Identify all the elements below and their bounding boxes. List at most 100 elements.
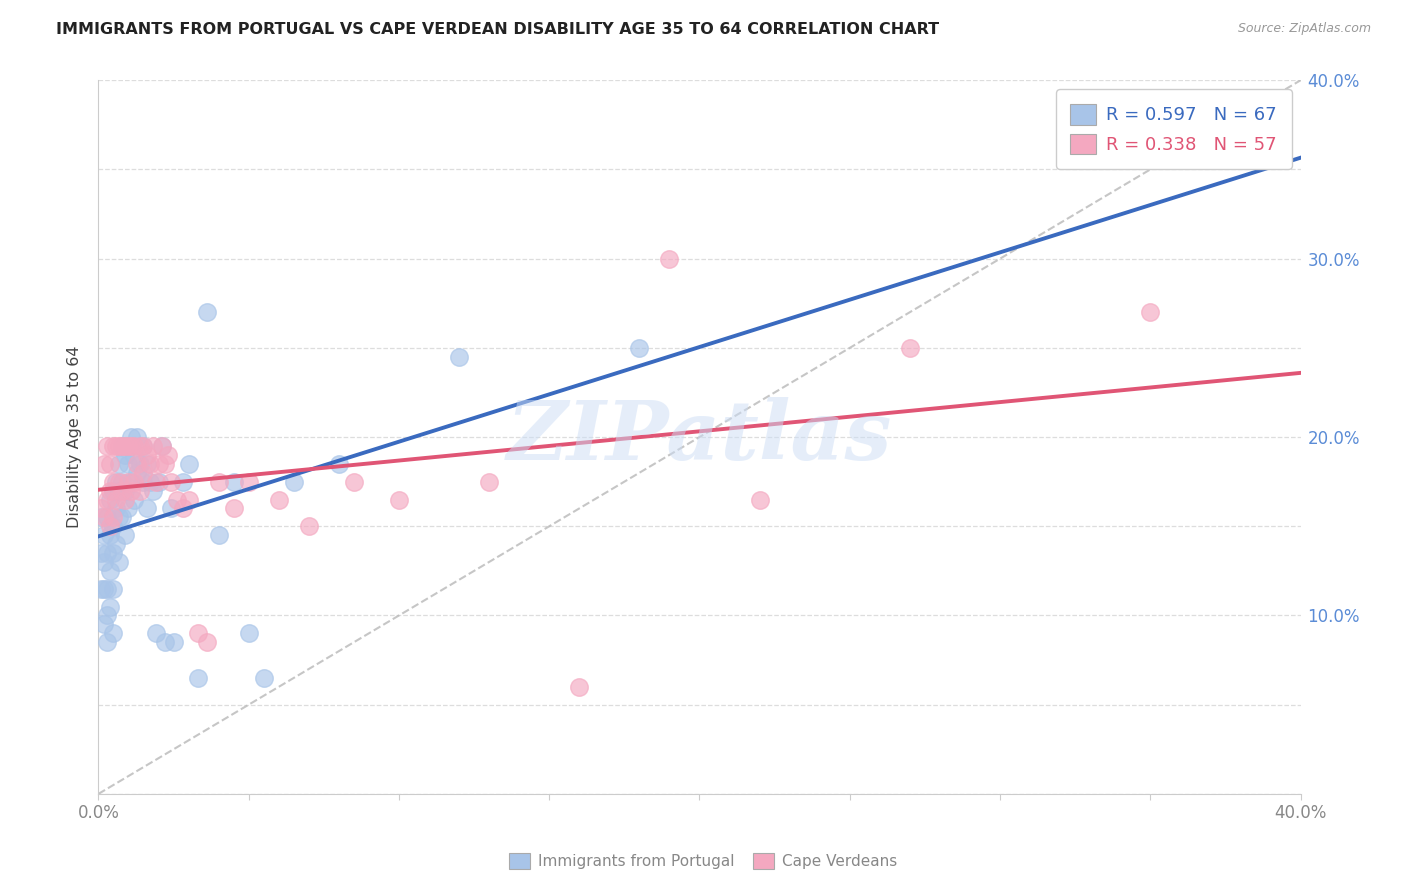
Point: [117, 475, 139, 489]
Point: [100, 519, 122, 533]
Point: [117, 501, 139, 516]
Point: [159, 475, 181, 489]
Point: [93, 457, 115, 471]
Point: [298, 519, 321, 533]
Point: [129, 457, 152, 471]
Point: [114, 492, 136, 507]
Point: [124, 448, 146, 462]
Text: ZIPatlas: ZIPatlas: [506, 397, 893, 477]
Point: [222, 475, 245, 489]
Point: [93, 555, 115, 569]
Point: [96, 546, 118, 560]
Point: [96, 608, 118, 623]
Point: [153, 635, 176, 649]
Point: [90, 582, 112, 596]
Point: [108, 457, 131, 471]
Text: IMMIGRANTS FROM PORTUGAL VS CAPE VERDEAN DISABILITY AGE 35 TO 64 CORRELATION CHA: IMMIGRANTS FROM PORTUGAL VS CAPE VERDEAN…: [56, 22, 939, 37]
Point: [111, 510, 134, 524]
Point: [90, 546, 112, 560]
Point: [177, 457, 200, 471]
Legend: R = 0.597   N = 67, R = 0.338   N = 57: R = 0.597 N = 67, R = 0.338 N = 57: [1056, 89, 1292, 169]
Point: [177, 492, 200, 507]
Point: [148, 457, 170, 471]
Point: [124, 475, 146, 489]
Point: [135, 457, 157, 471]
Point: [100, 599, 122, 614]
Point: [132, 466, 155, 480]
Point: [447, 350, 470, 364]
Point: [172, 501, 194, 516]
Point: [103, 519, 125, 533]
Point: [105, 492, 128, 507]
Point: [103, 510, 125, 524]
Point: [96, 582, 118, 596]
Point: [111, 483, 134, 498]
Point: [111, 439, 134, 453]
Point: [238, 626, 260, 640]
Point: [103, 439, 125, 453]
Point: [103, 483, 125, 498]
Point: [114, 439, 136, 453]
Point: [388, 492, 411, 507]
Point: [283, 475, 305, 489]
Point: [93, 582, 115, 596]
Point: [124, 439, 146, 453]
Point: [127, 457, 149, 471]
Point: [105, 501, 128, 516]
Point: [145, 475, 167, 489]
Point: [267, 492, 290, 507]
Point: [111, 439, 134, 453]
Point: [138, 457, 160, 471]
Point: [103, 546, 125, 560]
Text: Source: ZipAtlas.com: Source: ZipAtlas.com: [1237, 22, 1371, 36]
Point: [748, 492, 770, 507]
Point: [100, 492, 122, 507]
Point: [222, 501, 245, 516]
Point: [96, 635, 118, 649]
Point: [100, 564, 122, 578]
Point: [129, 483, 152, 498]
Legend: Immigrants from Portugal, Cape Verdeans: Immigrants from Portugal, Cape Verdeans: [503, 847, 903, 875]
Point: [166, 492, 188, 507]
Point: [121, 439, 143, 453]
Point: [105, 439, 128, 453]
Point: [195, 305, 218, 319]
Point: [127, 430, 149, 444]
Point: [108, 555, 131, 569]
Point: [568, 680, 591, 694]
Point: [145, 626, 167, 640]
Point: [93, 510, 115, 524]
Point: [628, 341, 651, 355]
Point: [132, 439, 155, 453]
Point: [141, 483, 163, 498]
Point: [187, 626, 209, 640]
Point: [121, 483, 143, 498]
Point: [96, 510, 118, 524]
Point: [108, 475, 131, 489]
Point: [100, 528, 122, 542]
Point: [1139, 305, 1161, 319]
Point: [153, 457, 176, 471]
Point: [108, 510, 131, 524]
Point: [132, 439, 155, 453]
Y-axis label: Disability Age 35 to 64: Disability Age 35 to 64: [67, 346, 83, 528]
Point: [103, 582, 125, 596]
Point: [105, 475, 128, 489]
Point: [658, 252, 681, 266]
Point: [208, 528, 231, 542]
Point: [253, 671, 276, 685]
Point: [114, 448, 136, 462]
Point: [108, 483, 131, 498]
Point: [117, 457, 139, 471]
Point: [478, 475, 501, 489]
Point: [150, 439, 173, 453]
Point: [148, 475, 170, 489]
Point: [132, 475, 155, 489]
Point: [117, 439, 139, 453]
Point: [105, 537, 128, 551]
Point: [121, 430, 143, 444]
Point: [138, 475, 160, 489]
Point: [108, 439, 131, 453]
Point: [156, 448, 179, 462]
Point: [135, 448, 157, 462]
